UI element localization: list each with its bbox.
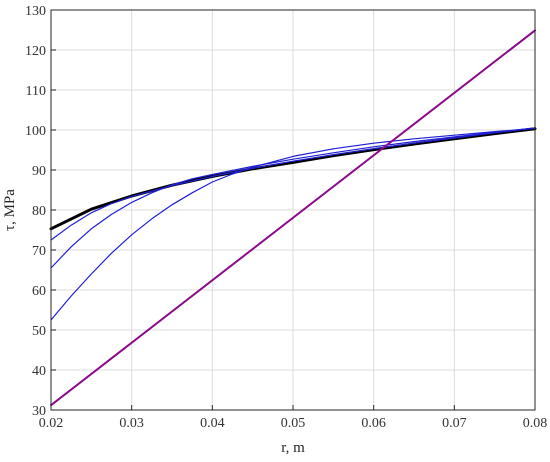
x-tick-label: 0.05 <box>281 416 306 431</box>
y-tick-label: 110 <box>26 84 46 99</box>
y-tick-label: 80 <box>32 204 46 219</box>
x-tick-label: 0.07 <box>442 416 467 431</box>
x-tick-label: 0.03 <box>119 416 144 431</box>
series-group <box>49 29 537 407</box>
series-line-2 <box>50 127 536 241</box>
series-line-3 <box>50 127 536 269</box>
x-axis-title: r, m <box>281 440 305 456</box>
series-line-5 <box>50 29 536 407</box>
y-tick-label: 90 <box>32 164 46 179</box>
y-tick-label: 100 <box>25 124 46 139</box>
x-tick-label: 0.08 <box>523 416 548 431</box>
ticks: 0.02 0.03 0.04 0.05 0.06 0.07 0.08 30 40 50 60 70 80… <box>25 4 547 431</box>
y-tick-label: 30 <box>32 404 46 419</box>
x-tick-label: 0.04 <box>200 416 225 431</box>
series-line-4 <box>50 127 536 321</box>
y-axis-title: τ, MPa <box>2 189 18 231</box>
y-tick-label: 40 <box>32 364 46 379</box>
y-tick-label: 60 <box>32 284 46 299</box>
y-tick-label: 120 <box>25 44 46 59</box>
y-tick-label: 70 <box>32 244 46 259</box>
x-tick-label: 0.02 <box>39 416 64 431</box>
y-tick-label: 130 <box>25 4 46 19</box>
y-tick-label: 50 <box>32 324 46 339</box>
x-tick-label: 0.06 <box>361 416 386 431</box>
